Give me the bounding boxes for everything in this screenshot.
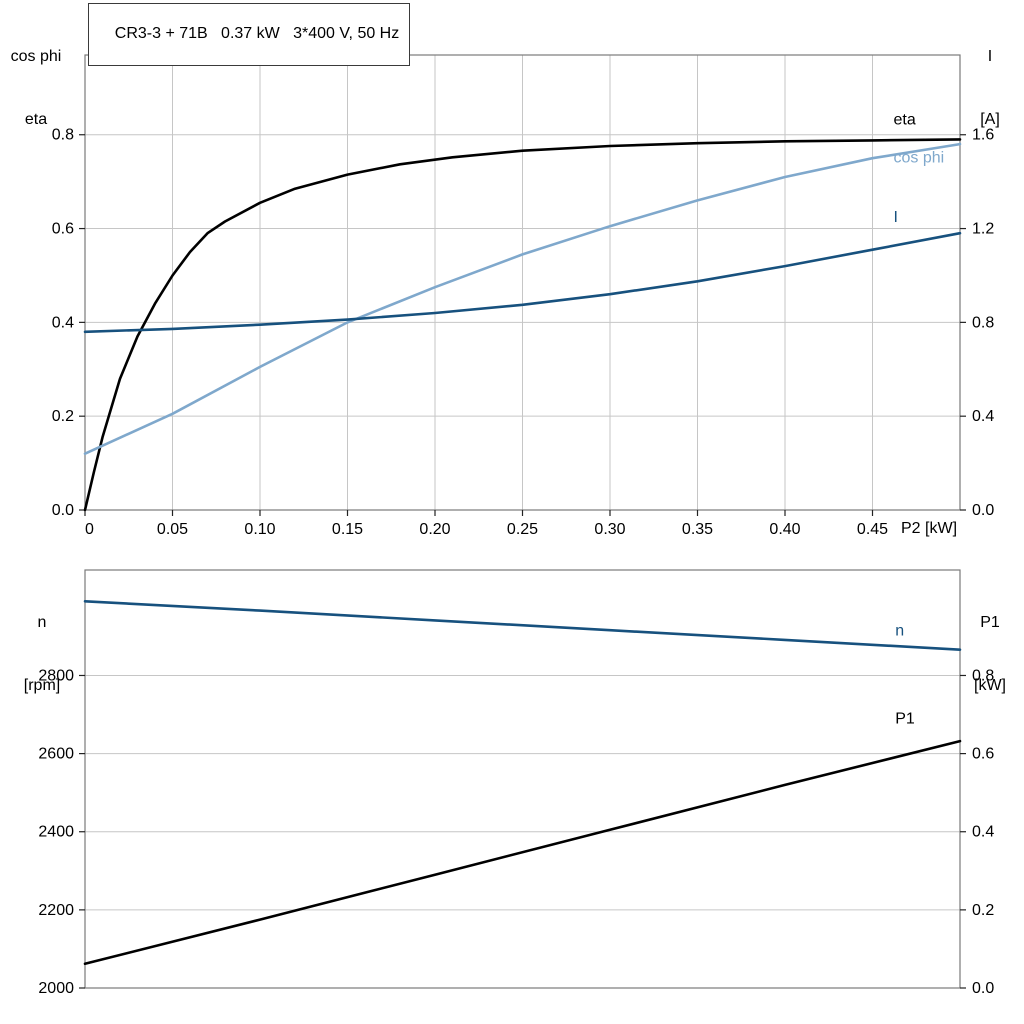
bottom-left-axis-label: n [rpm] [6,570,78,738]
curve-P1 [83,739,962,966]
x-axis-tick-label: 0.40 [769,521,800,538]
bottom-left-axis-label-line2: [rpm] [23,677,61,694]
bottom-right-axis-label-line1: P1 [980,614,1000,631]
top-right-axis-label-line2: [A] [980,111,1000,128]
left-axis-tick-label: 2200 [38,902,74,919]
left-axis-tick-label: 0.8 [52,127,74,144]
top-left-axis-label-line1: cos phi [10,48,62,65]
chart-title-box: CR3-3 + 71B 0.37 kW 3*400 V, 50 Hz [88,3,411,66]
curve-eta [83,138,962,512]
plot-frame [84,569,961,989]
right-axis-tick-label: 0.0 [972,502,994,519]
x-axis-tick-label: 0.30 [594,521,625,538]
right-axis-tick-label: 0.6 [972,746,994,763]
bottom-left-axis-label-line1: n [37,614,47,631]
x-axis-tick-label: 0.20 [419,521,450,538]
right-axis-tick-label: 1.6 [972,127,994,144]
top-right-axis-label-line1: I [987,48,993,65]
x-axis-tick-label: 0.05 [157,521,188,538]
left-axis-tick-label: 0.4 [52,314,74,331]
curve-label-I: I [894,209,898,226]
x-axis-tick-label: 0.45 [857,521,888,538]
top-right-axis-label: I [A] [962,4,1018,172]
curve-label-P1: P1 [895,710,915,727]
x-axis-label: P2 [kW] [901,520,958,537]
curve-label-eta: eta [894,112,916,129]
left-axis-tick-label: 2800 [38,667,74,684]
bottom-right-axis-label-line2: [kW] [974,677,1006,694]
x-axis-tick-label: 0.35 [682,521,713,538]
curve-cos-phi [83,142,962,456]
right-axis-tick-label: 1.2 [972,221,994,238]
x-axis-tick-label: 0.10 [244,521,275,538]
right-axis-tick-label: 0.4 [972,824,994,841]
left-axis-tick-label: 2000 [38,980,74,997]
right-axis-tick-label: 0.4 [972,408,994,425]
right-axis-tick-label: 0.2 [972,902,994,919]
left-axis-tick-label: 0.0 [52,502,74,519]
bottom-right-axis-label: P1 [kW] [960,570,1020,738]
x-axis-tick-label: 0.25 [507,521,538,538]
right-axis-tick-label: 0.8 [972,667,994,684]
left-axis-tick-label: 2600 [38,746,74,763]
left-axis-tick-label: 0.2 [52,408,74,425]
right-axis-tick-label: 0.0 [972,980,994,997]
left-axis-tick-label: 2400 [38,824,74,841]
left-axis-tick-label: 0.6 [52,221,74,238]
x-axis-tick-label: 0 [85,521,94,538]
curve-label-cos-phi: cos phi [894,149,945,166]
right-axis-tick-label: 0.8 [972,314,994,331]
curve-label-n: n [895,623,904,640]
top-left-axis-label-line2: eta [24,111,48,128]
top-left-axis-label: cos phi eta [0,4,72,172]
curve-I [83,231,962,334]
x-axis-tick-label: 0.15 [332,521,363,538]
curve-n [83,599,962,652]
chart-title: CR3-3 + 71B 0.37 kW 3*400 V, 50 Hz [114,25,400,42]
